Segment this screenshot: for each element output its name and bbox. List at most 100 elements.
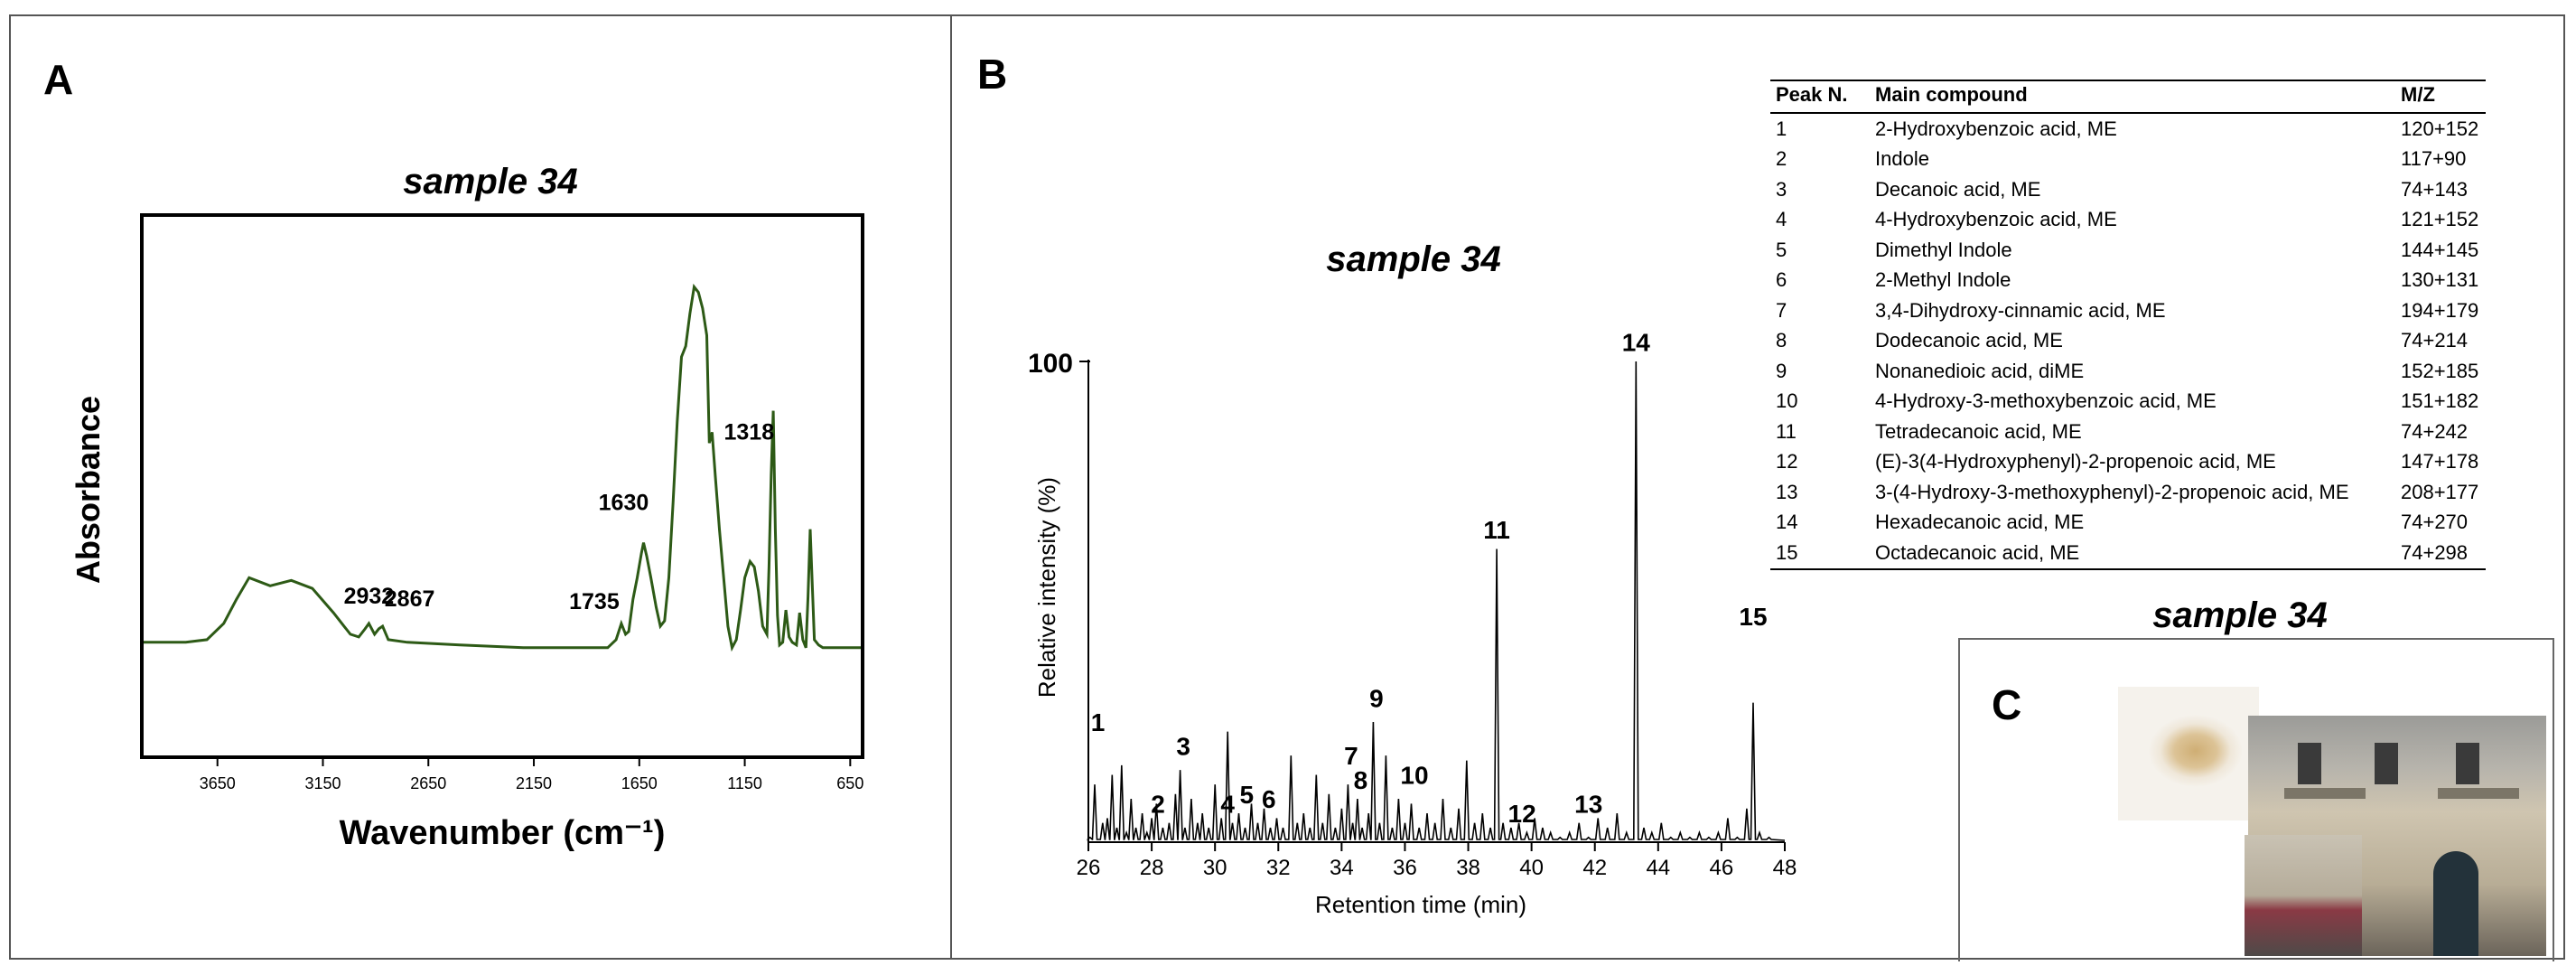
building-balcony	[2284, 788, 2366, 799]
panel-b-x-tick-labels: 26 28 30 32 34 36 38 40 42 44 46 48	[1077, 856, 1797, 880]
compound-name-cell: 2-Hydroxybenzoic acid, ME	[1875, 117, 2117, 140]
panel-b-peak-label-2: 2	[1151, 790, 1165, 818]
peak-number-cell: 5	[1776, 238, 1787, 261]
panel-a-x-tick-labels: 3650 3150 2650 2150 1650 1150 650	[200, 774, 864, 792]
compound-name-cell: Nonanedioic acid, diME	[1875, 359, 2085, 382]
mz-cell: 194+179	[2401, 298, 2479, 322]
panel-a-annotation-1318: 1318	[724, 419, 775, 445]
panel-a-x-axis-label: Wavenumber (cm⁻¹)	[340, 814, 666, 852]
mz-cell: 208+177	[2401, 480, 2479, 503]
panel-b-x-tick-label: 46	[1710, 856, 1734, 880]
mz-cell: 121+152	[2401, 208, 2479, 231]
peak-number-cell: 13	[1776, 480, 1798, 503]
compound-name-cell: Dodecanoic acid, ME	[1875, 329, 2063, 352]
compound-name-cell: Indole	[1875, 147, 1929, 171]
panel-a-x-tick-label: 1650	[621, 774, 658, 792]
panel-b-title: sample 34	[1326, 239, 1500, 279]
panel-b-peak-label-14: 14	[1622, 329, 1651, 357]
panel-b-peak-label-11: 11	[1483, 516, 1510, 544]
compound-name-cell: Tetradecanoic acid, ME	[1875, 419, 2082, 443]
panel-b-peak-label-7: 7	[1344, 742, 1358, 770]
table-row: 10 4-Hydroxy-3-methoxybenzoic acid, ME 151…	[1770, 387, 2486, 417]
compound-name-cell: Decanoic acid, ME	[1875, 177, 2041, 201]
table-row: 4 4-Hydroxybenzoic acid, ME 121+152	[1770, 205, 2486, 236]
header-mz: M/Z	[2395, 80, 2487, 114]
table-row: 5 Dimethyl Indole 144+145	[1770, 235, 2486, 266]
table-row: 13 3-(4-Hydroxy-3-methoxyphenyl)-2-propen…	[1770, 477, 2486, 508]
compound-name-cell: 4-Hydroxybenzoic acid, ME	[1875, 208, 2117, 231]
mz-cell: 117+90	[2401, 147, 2467, 171]
compound-name-cell: 3-(4-Hydroxy-3-methoxyphenyl)-2-propenoi…	[1875, 480, 2349, 503]
panel-b-peak-label-3: 3	[1176, 733, 1190, 761]
mz-cell: 74+242	[2401, 419, 2469, 443]
table-row: 1 2-Hydroxybenzoic acid, ME 120+152	[1770, 113, 2486, 145]
panel-b-peak-label-6: 6	[1262, 785, 1276, 813]
table-row: 12 (E)-3(4-Hydroxyphenyl)-2-propenoic aci…	[1770, 447, 2486, 478]
table-row: 9 Nonanedioic acid, diME 152+185	[1770, 356, 2486, 387]
panel-a-x-tick-label: 2650	[410, 774, 446, 792]
mz-cell: 130+131	[2401, 268, 2479, 292]
compound-name-cell: Hexadecanoic acid, ME	[1875, 511, 2085, 534]
peak-number-cell: 14	[1776, 511, 1798, 534]
panel-b-x-ticks	[1087, 842, 1786, 851]
peak-number-cell: 12	[1776, 450, 1798, 473]
panel-a-x-tick-label: 650	[836, 774, 863, 792]
panel-b-x-tick-label: 38	[1456, 856, 1480, 880]
panel-a-label: A	[43, 56, 73, 103]
peak-number-cell: 3	[1776, 177, 1787, 201]
panel-a-spectrum-line	[144, 283, 861, 652]
table-row: 11 Tetradecanoic acid, ME 74+242	[1770, 417, 2486, 447]
panel-a-annotation-1735: 1735	[569, 589, 620, 614]
panel-b-peak-label-4: 4	[1220, 790, 1235, 818]
mz-cell: 120+152	[2401, 117, 2479, 140]
panel-a-plot-frame	[140, 213, 864, 759]
peak-number-cell: 9	[1776, 359, 1787, 382]
figure-frame	[9, 14, 2565, 960]
peak-number-cell: 11	[1776, 419, 1797, 443]
peak-number-cell: 15	[1770, 538, 1870, 570]
panel-a-x-tick-label: 2150	[516, 774, 552, 792]
mz-cell: 152+185	[2401, 359, 2479, 382]
panel-b-y-axis-label: Relative intensity (%)	[1033, 477, 1060, 698]
stain-sample-photo	[2118, 687, 2259, 820]
panel-b-peak-label-10: 10	[1400, 761, 1428, 789]
peak-number-cell: 1	[1776, 117, 1787, 140]
table-row: 3 Decanoic acid, ME 74+143	[1770, 174, 2486, 205]
building-balcony	[2438, 788, 2519, 799]
panel-a-y-axis-label: Absorbance	[70, 396, 107, 584]
peak-number-cell: 4	[1776, 208, 1787, 231]
panel-b-x-tick-label: 26	[1077, 856, 1101, 880]
panel-a-title: sample 34	[403, 162, 577, 202]
panel-b-x-tick-label: 36	[1393, 856, 1417, 880]
compound-name-cell: (E)-3(4-Hydroxyphenyl)-2-propenoic acid,…	[1875, 450, 2276, 473]
street-shop-photo	[2245, 835, 2362, 956]
panel-b-peak-label-12: 12	[1508, 800, 1536, 828]
table-row: 8 Dodecanoic acid, ME 74+214	[1770, 326, 2486, 357]
mz-cell: 147+178	[2401, 450, 2479, 473]
panel-b-x-tick-label: 44	[1646, 856, 1670, 880]
panel-b-x-tick-label: 40	[1519, 856, 1544, 880]
mz-cell: 151+182	[2401, 389, 2479, 413]
header-peak: Peak N.	[1770, 80, 1870, 114]
panel-a-x-tick-label: 3650	[200, 774, 236, 792]
panel-b-x-axis-label: Retention time (min)	[1315, 891, 1526, 918]
panel-a-x-ticks	[216, 757, 852, 766]
mz-cell: 74+270	[2401, 511, 2469, 534]
panel-a-x-tick-label: 3150	[304, 774, 341, 792]
mz-cell: 74+298	[2395, 538, 2487, 570]
panel-a-x-tick-label: 1150	[727, 774, 762, 792]
table-row: 14 Hexadecanoic acid, ME 74+270	[1770, 508, 2486, 539]
panel-b-chromatogram-line	[1087, 361, 1786, 843]
peak-number-cell: 2	[1776, 147, 1787, 171]
building-window	[2298, 743, 2321, 784]
panel-a-annotation-2867: 2867	[385, 586, 435, 612]
compound-name-cell: Dimethyl Indole	[1875, 238, 2012, 261]
panel-b-x-tick-label: 34	[1330, 856, 1354, 880]
table-row: 2 Indole 117+90	[1770, 145, 2486, 175]
panel-b-peak-label-8: 8	[1354, 766, 1368, 794]
panel-b-x-tick-label: 42	[1582, 856, 1607, 880]
header-compound: Main compound	[1870, 80, 2395, 114]
